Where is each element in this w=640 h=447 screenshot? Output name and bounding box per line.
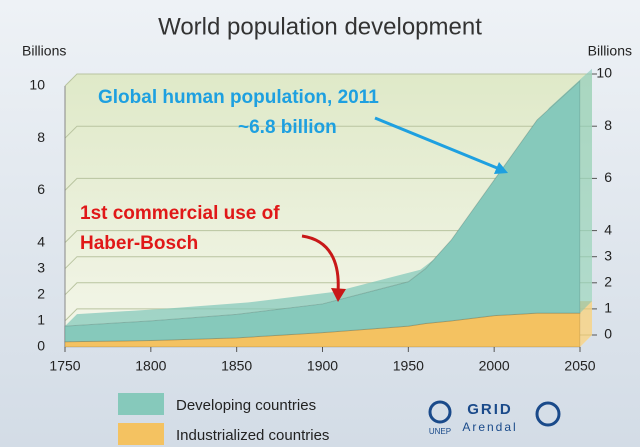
y2-tick-label: 6 bbox=[604, 169, 612, 185]
grid-line bbox=[64, 125, 592, 139]
y-tick-label: 1 bbox=[37, 312, 45, 328]
logo-text: UNEP bbox=[429, 427, 451, 436]
y2-tick-label: 0 bbox=[604, 326, 612, 342]
y2-tick-label: 1 bbox=[604, 300, 612, 316]
y-tick-label: 0 bbox=[37, 338, 45, 354]
y2-tick-label: 10 bbox=[596, 65, 612, 81]
arrow-head bbox=[331, 288, 346, 302]
legend-label: Industrialized countries bbox=[176, 427, 329, 444]
y-tick-label: 4 bbox=[37, 233, 45, 249]
annotation: ~6.8 billion bbox=[238, 117, 337, 138]
legend-swatch bbox=[118, 393, 164, 415]
logo-text: GRID bbox=[467, 401, 513, 418]
annotation: Global human population, 2011 bbox=[98, 87, 379, 108]
y2-tick-label: 2 bbox=[604, 274, 612, 290]
y-axis-label: Billions bbox=[22, 43, 66, 59]
grid-line bbox=[64, 177, 592, 191]
grid-line bbox=[64, 256, 592, 270]
logo-icon bbox=[535, 401, 561, 427]
x-tick-label: 1950 bbox=[393, 358, 424, 374]
y-tick-label: 2 bbox=[37, 286, 45, 302]
y-tick-label: 6 bbox=[37, 181, 45, 197]
arrow-head bbox=[494, 162, 508, 174]
annotation: 1st commercial use of bbox=[80, 203, 280, 224]
y2-tick-label: 8 bbox=[604, 117, 612, 133]
area-side bbox=[580, 301, 592, 347]
legend-label: Developing countries bbox=[176, 397, 316, 414]
x-tick-label: 1800 bbox=[135, 358, 166, 374]
legend-swatch bbox=[118, 423, 164, 445]
y-tick-label: 3 bbox=[37, 259, 45, 275]
x-tick-label: 2050 bbox=[564, 358, 595, 374]
x-tick-label: 1750 bbox=[49, 358, 80, 374]
y2-tick-label: 3 bbox=[604, 247, 612, 263]
areas bbox=[64, 68, 592, 348]
x-tick-label: 1900 bbox=[307, 358, 338, 374]
y2-axis-label: Billions bbox=[588, 43, 632, 59]
logo-text: Arendal bbox=[462, 420, 517, 434]
chart-title: World population development bbox=[158, 13, 482, 40]
area-side bbox=[580, 68, 592, 314]
annotation: Haber-Bosch bbox=[80, 233, 198, 254]
grid-line bbox=[64, 230, 592, 243]
y-tick-label: 8 bbox=[37, 129, 45, 145]
grid-line bbox=[64, 73, 592, 87]
y-tick-label: 10 bbox=[29, 77, 45, 93]
x-tick-label: 2000 bbox=[479, 358, 510, 374]
y2-tick-label: 4 bbox=[604, 221, 612, 237]
arrow bbox=[301, 234, 340, 293]
x-tick-label: 1850 bbox=[221, 358, 252, 374]
logo-icon bbox=[428, 400, 452, 424]
arrow bbox=[374, 116, 503, 172]
